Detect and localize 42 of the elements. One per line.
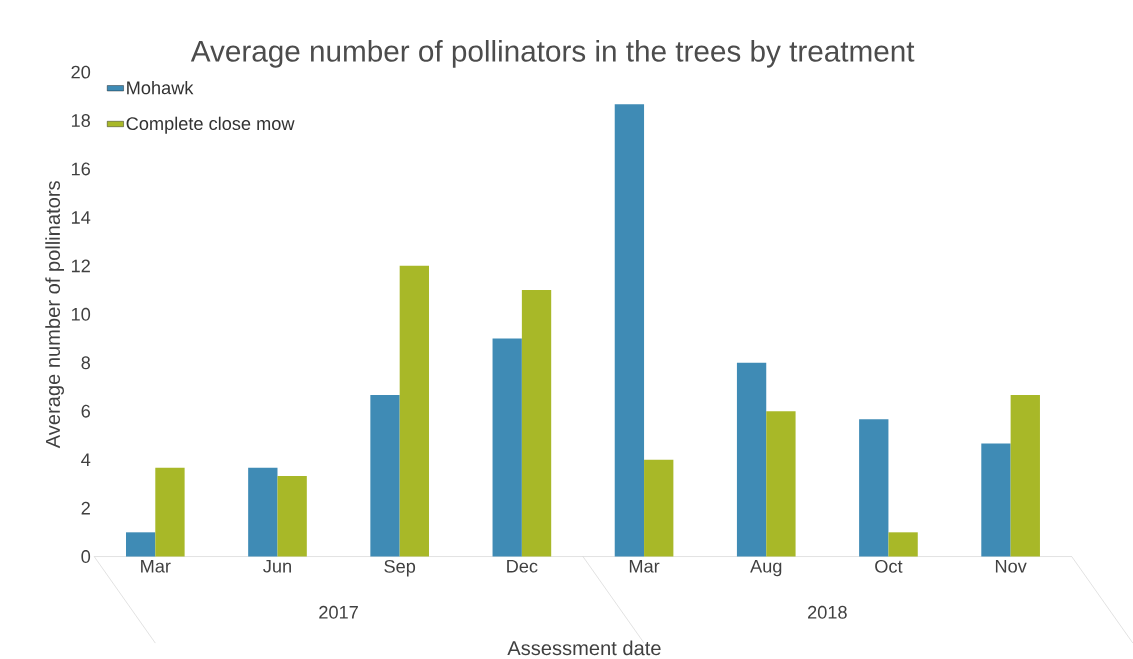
x-tick-label: Jun [263,559,291,573]
text: 2017 [319,605,358,619]
y-tick-label: 14 [71,210,91,224]
bar [399,265,430,557]
x-tick-label: Oct [875,559,903,573]
bar [248,467,278,557]
bar [766,411,796,557]
y-tick-label: 0 [81,549,91,563]
bar [614,104,645,557]
x-tick-label: Mar [141,559,171,573]
bar [888,532,918,557]
y-tick-label: 10 [71,307,91,321]
bar [277,475,307,557]
y-axis-title: Average number of pollinators [45,180,65,449]
x-tick-label: Nov [995,559,1027,573]
text: 2018 [808,605,847,619]
bar [1010,394,1040,557]
x-tick-label: Sep [384,559,416,577]
x-tick-label: Mar [629,559,660,573]
x-tick-label: Aug [750,559,782,577]
y-tick-label: 12 [71,259,90,273]
bar [981,443,1011,557]
bar [859,419,889,557]
bar [155,467,185,557]
y-tick-label: 4 [81,453,91,466]
x-tick-label: Dec [507,559,538,573]
chart-title: Average number of pollinators in the trees by treatment [190,39,915,68]
legend-label: Complete close mow [126,116,295,134]
x-axis-title: Assessment date [507,640,661,656]
y-tick-label: 18 [71,113,91,127]
bar [370,394,400,557]
y-tick-label: 6 [81,404,91,418]
bar [736,362,767,557]
bar [125,532,156,557]
y-tick-label: 2 [81,501,90,515]
y-tick-label: 8 [81,356,91,370]
bar [521,289,552,557]
bar [492,338,522,557]
y-tick-label: 16 [71,162,91,176]
legend-label: Mohawk [127,80,194,95]
bar [644,459,674,557]
y-tick-label: 20 [71,65,91,79]
